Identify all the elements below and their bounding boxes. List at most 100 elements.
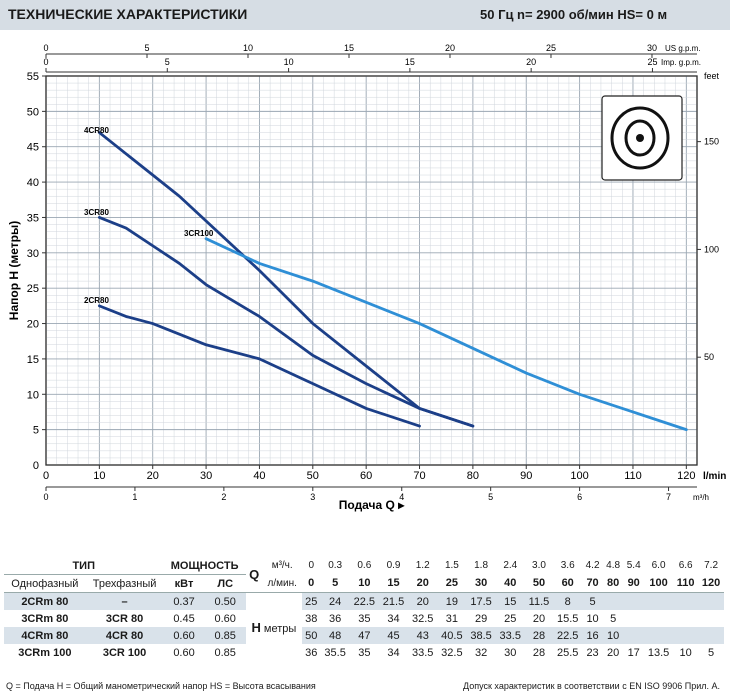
single-phase-model: 3CRm 80 xyxy=(21,612,69,625)
q-lmin-cell: 20 xyxy=(408,574,438,593)
head-value xyxy=(623,627,644,644)
performance-table: ТИП МОЩНОСТЬ Q м³/ч. 0 0.3 0.6 0.9 1.2 1.5 1.8… xyxy=(4,557,724,661)
head-value xyxy=(673,610,698,627)
head-value: 32.5 xyxy=(411,612,434,625)
x-axis-label: Подача Q ▸ xyxy=(339,498,405,512)
head-value xyxy=(623,592,644,610)
power-kw: 0.60 xyxy=(163,627,205,644)
usgpm-tick-label: 30 xyxy=(647,43,657,53)
q-m3h-cell: 7.2 xyxy=(704,560,719,572)
q-m3h-cell: 0.3 xyxy=(328,560,343,572)
single-phase-header: Однофазный xyxy=(4,574,86,593)
head-value xyxy=(623,610,644,627)
q-lmin-cell: 40 xyxy=(495,574,525,593)
y-tick-label: 50 xyxy=(27,106,39,118)
usgpm-tick-label: 15 xyxy=(344,43,354,53)
feet-tick-label: 100 xyxy=(704,244,719,254)
x-tick-label: 50 xyxy=(307,470,319,482)
x-tick-label: 20 xyxy=(147,470,159,482)
head-value: 25 xyxy=(301,592,321,610)
head-value: 15 xyxy=(495,592,525,610)
q-m3h-cell: 6.6 xyxy=(678,560,693,572)
x-tick-label: 80 xyxy=(467,470,479,482)
q-m3h-cell: 3.6 xyxy=(560,560,575,572)
head-value xyxy=(673,592,699,610)
q-lmin-cell: 25 xyxy=(437,574,467,593)
head-value: 36 xyxy=(329,612,342,625)
head-value xyxy=(698,610,724,627)
head-value: 35.5 xyxy=(324,646,346,659)
head-value: 15.5 xyxy=(556,612,579,625)
head-value xyxy=(602,592,624,610)
head-value: 20 xyxy=(532,612,546,625)
impgpm-tick-label: 15 xyxy=(405,57,415,67)
q-m3h-cell: 0.6 xyxy=(357,560,372,572)
three-phase-model: 3CR 100 xyxy=(102,646,147,659)
table-row: 3CRm 80 3CR 80 0.45 0.60 38 36 35 34 32.5 31 29 25 2… xyxy=(4,610,724,627)
single-phase-model: 4CRm 80 xyxy=(4,627,86,644)
usgpm-tick-label: 10 xyxy=(243,43,253,53)
head-value: 13.5 xyxy=(647,646,670,659)
power-hp: 0.85 xyxy=(204,627,246,644)
y-tick-label: 55 xyxy=(27,71,39,83)
three-phase-model: – xyxy=(85,592,164,610)
usgpm-tick-label: 20 xyxy=(445,43,455,53)
q-m3h-cell: 1.2 xyxy=(415,560,430,572)
head-value: 22.5 xyxy=(553,627,583,644)
q-m3h-cell: 3.0 xyxy=(532,560,546,572)
y-tick-label: 35 xyxy=(27,212,39,224)
q-lmin-cell: 120 xyxy=(698,574,724,593)
head-value: 10 xyxy=(586,612,599,625)
head-value: 25 xyxy=(504,612,517,625)
impeller-center-icon xyxy=(636,134,644,142)
head-value: 33.5 xyxy=(411,646,434,659)
table-row: 2CRm 80–0.37 0.50 H метры 25 24 22.5 21.5 20 19 1… xyxy=(4,592,724,635)
q-unit-m3h: м³/ч. xyxy=(271,560,293,572)
power-hp: 0.85 xyxy=(214,646,236,659)
kw-header: кВт xyxy=(163,574,205,593)
q-m3h-cell: 5.4 xyxy=(626,560,641,572)
three-phase-model: 4CR 80 xyxy=(85,627,164,644)
q-lmin-cell: 5 xyxy=(320,574,350,593)
hp-header: ЛС xyxy=(204,574,246,593)
q-m3h-cell: 0 xyxy=(308,560,314,572)
x-tick-label: 90 xyxy=(520,470,532,482)
m3h-tick-label: 3 xyxy=(310,492,315,502)
head-value: 34 xyxy=(387,646,400,659)
head-value xyxy=(698,592,724,610)
q-lmin-cell: 80 xyxy=(602,574,624,593)
impgpm-tick-label: 5 xyxy=(165,57,170,67)
usgpm-tick-label: 25 xyxy=(546,43,556,53)
y-tick-label: 45 xyxy=(27,142,39,154)
h-label: H метры xyxy=(246,593,302,662)
power-kw: 0.37 xyxy=(163,592,205,610)
head-value: 24 xyxy=(320,592,350,610)
h-letter: H xyxy=(251,619,261,635)
head-value: 23 xyxy=(586,646,599,659)
x-unit-label: l/min xyxy=(703,471,726,482)
usgpm-tick-label: 5 xyxy=(144,43,149,53)
head-value: 43 xyxy=(408,627,438,644)
impgpm-tick-label: 25 xyxy=(647,57,657,67)
head-value: 11.5 xyxy=(524,592,554,610)
head-value: 40.5 xyxy=(437,627,467,644)
head-value xyxy=(643,627,674,644)
power-kw: 0.45 xyxy=(173,612,195,625)
m3h-tick-label: 2 xyxy=(221,492,226,502)
x-tick-label: 0 xyxy=(43,470,49,482)
three-phase-header: Трехфазный xyxy=(85,574,164,593)
feet-tick-label: 150 xyxy=(704,137,719,147)
head-value: 34 xyxy=(387,612,400,625)
head-value: 10 xyxy=(679,646,692,659)
usgpm-tick-label: 0 xyxy=(43,43,48,53)
m3h-tick-label: 1 xyxy=(132,492,137,502)
head-value: 5 xyxy=(708,646,715,659)
m3h-tick-label: 7 xyxy=(666,492,671,502)
q-lmin-cell: 0 xyxy=(301,574,321,593)
y-tick-label: 40 xyxy=(27,177,39,189)
y-tick-label: 20 xyxy=(27,319,39,331)
q-m3h-cell: 6.0 xyxy=(651,560,666,572)
y-tick-label: 5 xyxy=(33,425,39,437)
q-m3h-cell: 2.4 xyxy=(503,560,518,572)
